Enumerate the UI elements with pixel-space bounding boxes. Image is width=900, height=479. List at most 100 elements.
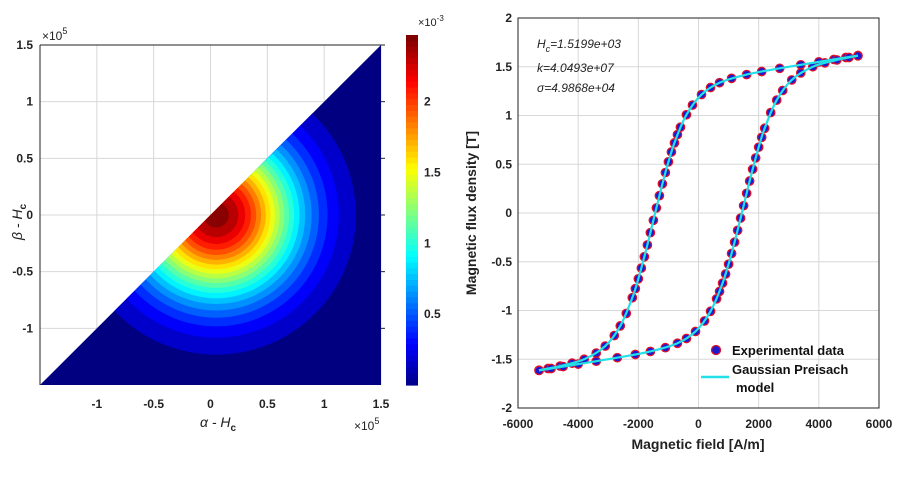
- colorbar-segment: [406, 233, 418, 240]
- right-y-tick-label: -0.5: [491, 255, 512, 269]
- left-x-tick-label: 1.5: [373, 397, 390, 411]
- right-x-tick-label: 0: [695, 417, 702, 431]
- model-curve-ascending: [538, 54, 859, 372]
- colorbar-segment: [406, 303, 418, 310]
- annotation-k: k=4.0493e+07: [537, 61, 615, 75]
- colorbar-segment: [406, 58, 418, 65]
- colorbar-segment: [406, 350, 418, 357]
- left-x-tick-label: 0: [207, 397, 214, 411]
- right-x-tick-label: -4000: [563, 417, 594, 431]
- colorbar-segment: [406, 285, 418, 293]
- hysteresis-plot: -6000 -4000 -2000 0 2000 4000 6000 2 1.5 1 0.5 0 -0.…: [463, 11, 893, 452]
- colorbar-segment: [406, 315, 418, 322]
- left-y-tick-label: 0.5: [16, 151, 33, 165]
- right-x-tick-label: -6000: [503, 417, 534, 431]
- colorbar-segment: [406, 128, 418, 135]
- right-y-tick-label: -1: [501, 304, 512, 318]
- colorbar-segment: [406, 256, 418, 264]
- colorbar-segment: [406, 75, 418, 83]
- right-y-tick-label: 1: [505, 109, 512, 123]
- colorbar-segment: [406, 239, 418, 246]
- colorbar-segment: [406, 180, 418, 188]
- colorbar-tick-label: 1: [424, 236, 431, 250]
- colorbar-segment: [406, 52, 418, 59]
- left-x-tick-label: -1: [91, 397, 102, 411]
- colorbar-segment: [406, 344, 418, 351]
- colorbar-segment: [406, 309, 418, 316]
- right-x-tick-label: -2000: [623, 417, 654, 431]
- colorbar-segment: [406, 221, 418, 229]
- legend: Experimental data Gaussian Preisach mode…: [701, 343, 848, 395]
- colorbar-segment: [406, 105, 418, 112]
- colorbar-segment: [406, 367, 418, 374]
- right-y-tick-label: -1.5: [491, 352, 512, 366]
- colorbar: 0.5 1 1.5 2: [406, 35, 441, 386]
- colorbar-segment: [406, 361, 418, 369]
- colorbar-segment: [406, 379, 418, 386]
- colorbar-segment: [406, 210, 418, 217]
- left-x-tick-label: 0.5: [259, 397, 276, 411]
- colorbar-segment: [406, 64, 418, 71]
- colorbar-segment: [406, 145, 418, 153]
- model-lines: [538, 54, 859, 372]
- right-y-tick-label: 2: [505, 11, 512, 25]
- colorbar-segment: [406, 40, 418, 48]
- left-y-tick-label: 1.5: [16, 38, 33, 52]
- colorbar-segment: [406, 122, 418, 129]
- left-y-tick-label: -1: [22, 321, 33, 335]
- colorbar-segment: [406, 151, 418, 159]
- annotation-hc: Hc=1.5199e+03: [537, 37, 621, 54]
- colorbar-segment: [406, 175, 418, 182]
- right-axes-box: [517, 17, 880, 409]
- colorbar-segment: [406, 99, 418, 106]
- right-x-tick-label: 2000: [745, 417, 772, 431]
- colorbar-segment: [406, 204, 418, 211]
- colorbar-segment: [406, 215, 418, 223]
- right-y-tick-label: 1.5: [495, 60, 512, 74]
- x-multiplier: ×105: [354, 416, 379, 433]
- colorbar-segment: [406, 274, 418, 281]
- colorbar-segment: [406, 192, 418, 199]
- colorbar-segment: [406, 163, 418, 170]
- left-x-tick-label: 1: [321, 397, 328, 411]
- colorbar-segment: [406, 332, 418, 339]
- colorbar-segment: [406, 70, 418, 77]
- colorbar-segment: [406, 134, 418, 141]
- annotation-sigma: σ=4.9868e+04: [537, 81, 615, 95]
- left-y-tick-label: 1: [26, 95, 33, 109]
- right-x-label: Magnetic field [A/m]: [631, 436, 764, 452]
- model-curve-descending: [538, 54, 859, 372]
- right-y-label: Magnetic flux density [T]: [463, 131, 479, 295]
- legend-label-model: Gaussian Preisach: [732, 362, 848, 377]
- colorbar-tick-label: 2: [424, 95, 431, 109]
- colorbar-segment: [406, 280, 418, 287]
- colorbar-segment: [406, 268, 418, 275]
- right-y-tick-label: 0.5: [495, 157, 512, 171]
- colorbar-segment: [406, 93, 418, 100]
- y-multiplier: ×105: [42, 26, 67, 43]
- left-x-label: α - Hc: [200, 414, 237, 434]
- colorbar-segment: [406, 157, 418, 164]
- colorbar-multiplier: ×10-3: [418, 14, 444, 29]
- colorbar-tick-label: 1.5: [424, 165, 441, 179]
- colorbar-segment: [406, 245, 418, 252]
- colorbar-segment: [406, 169, 418, 176]
- colorbar-segment: [406, 297, 418, 304]
- colorbar-segment: [406, 140, 418, 147]
- left-y-tick-label: -0.5: [12, 265, 33, 279]
- colorbar-segment: [406, 326, 418, 334]
- left-y-tick-label: 0: [26, 208, 33, 222]
- legend-label-model-line2: model: [736, 380, 774, 395]
- colorbar-segment: [406, 291, 418, 299]
- colorbar-segment: [406, 355, 418, 363]
- colorbar-segment: [406, 198, 418, 205]
- colorbar-segment: [406, 35, 418, 42]
- legend-marker-experimental: [710, 344, 722, 356]
- colorbar-segment: [406, 227, 418, 234]
- left-ticks: -1 -0.5 0 0.5 1 1.5 1.5 1 0.5 0 -0.5 -1: [12, 38, 389, 411]
- colorbar-segment: [406, 116, 418, 124]
- colorbar-segment: [406, 110, 418, 118]
- colorbar-segment: [406, 338, 418, 345]
- colorbar-segment: [406, 373, 418, 380]
